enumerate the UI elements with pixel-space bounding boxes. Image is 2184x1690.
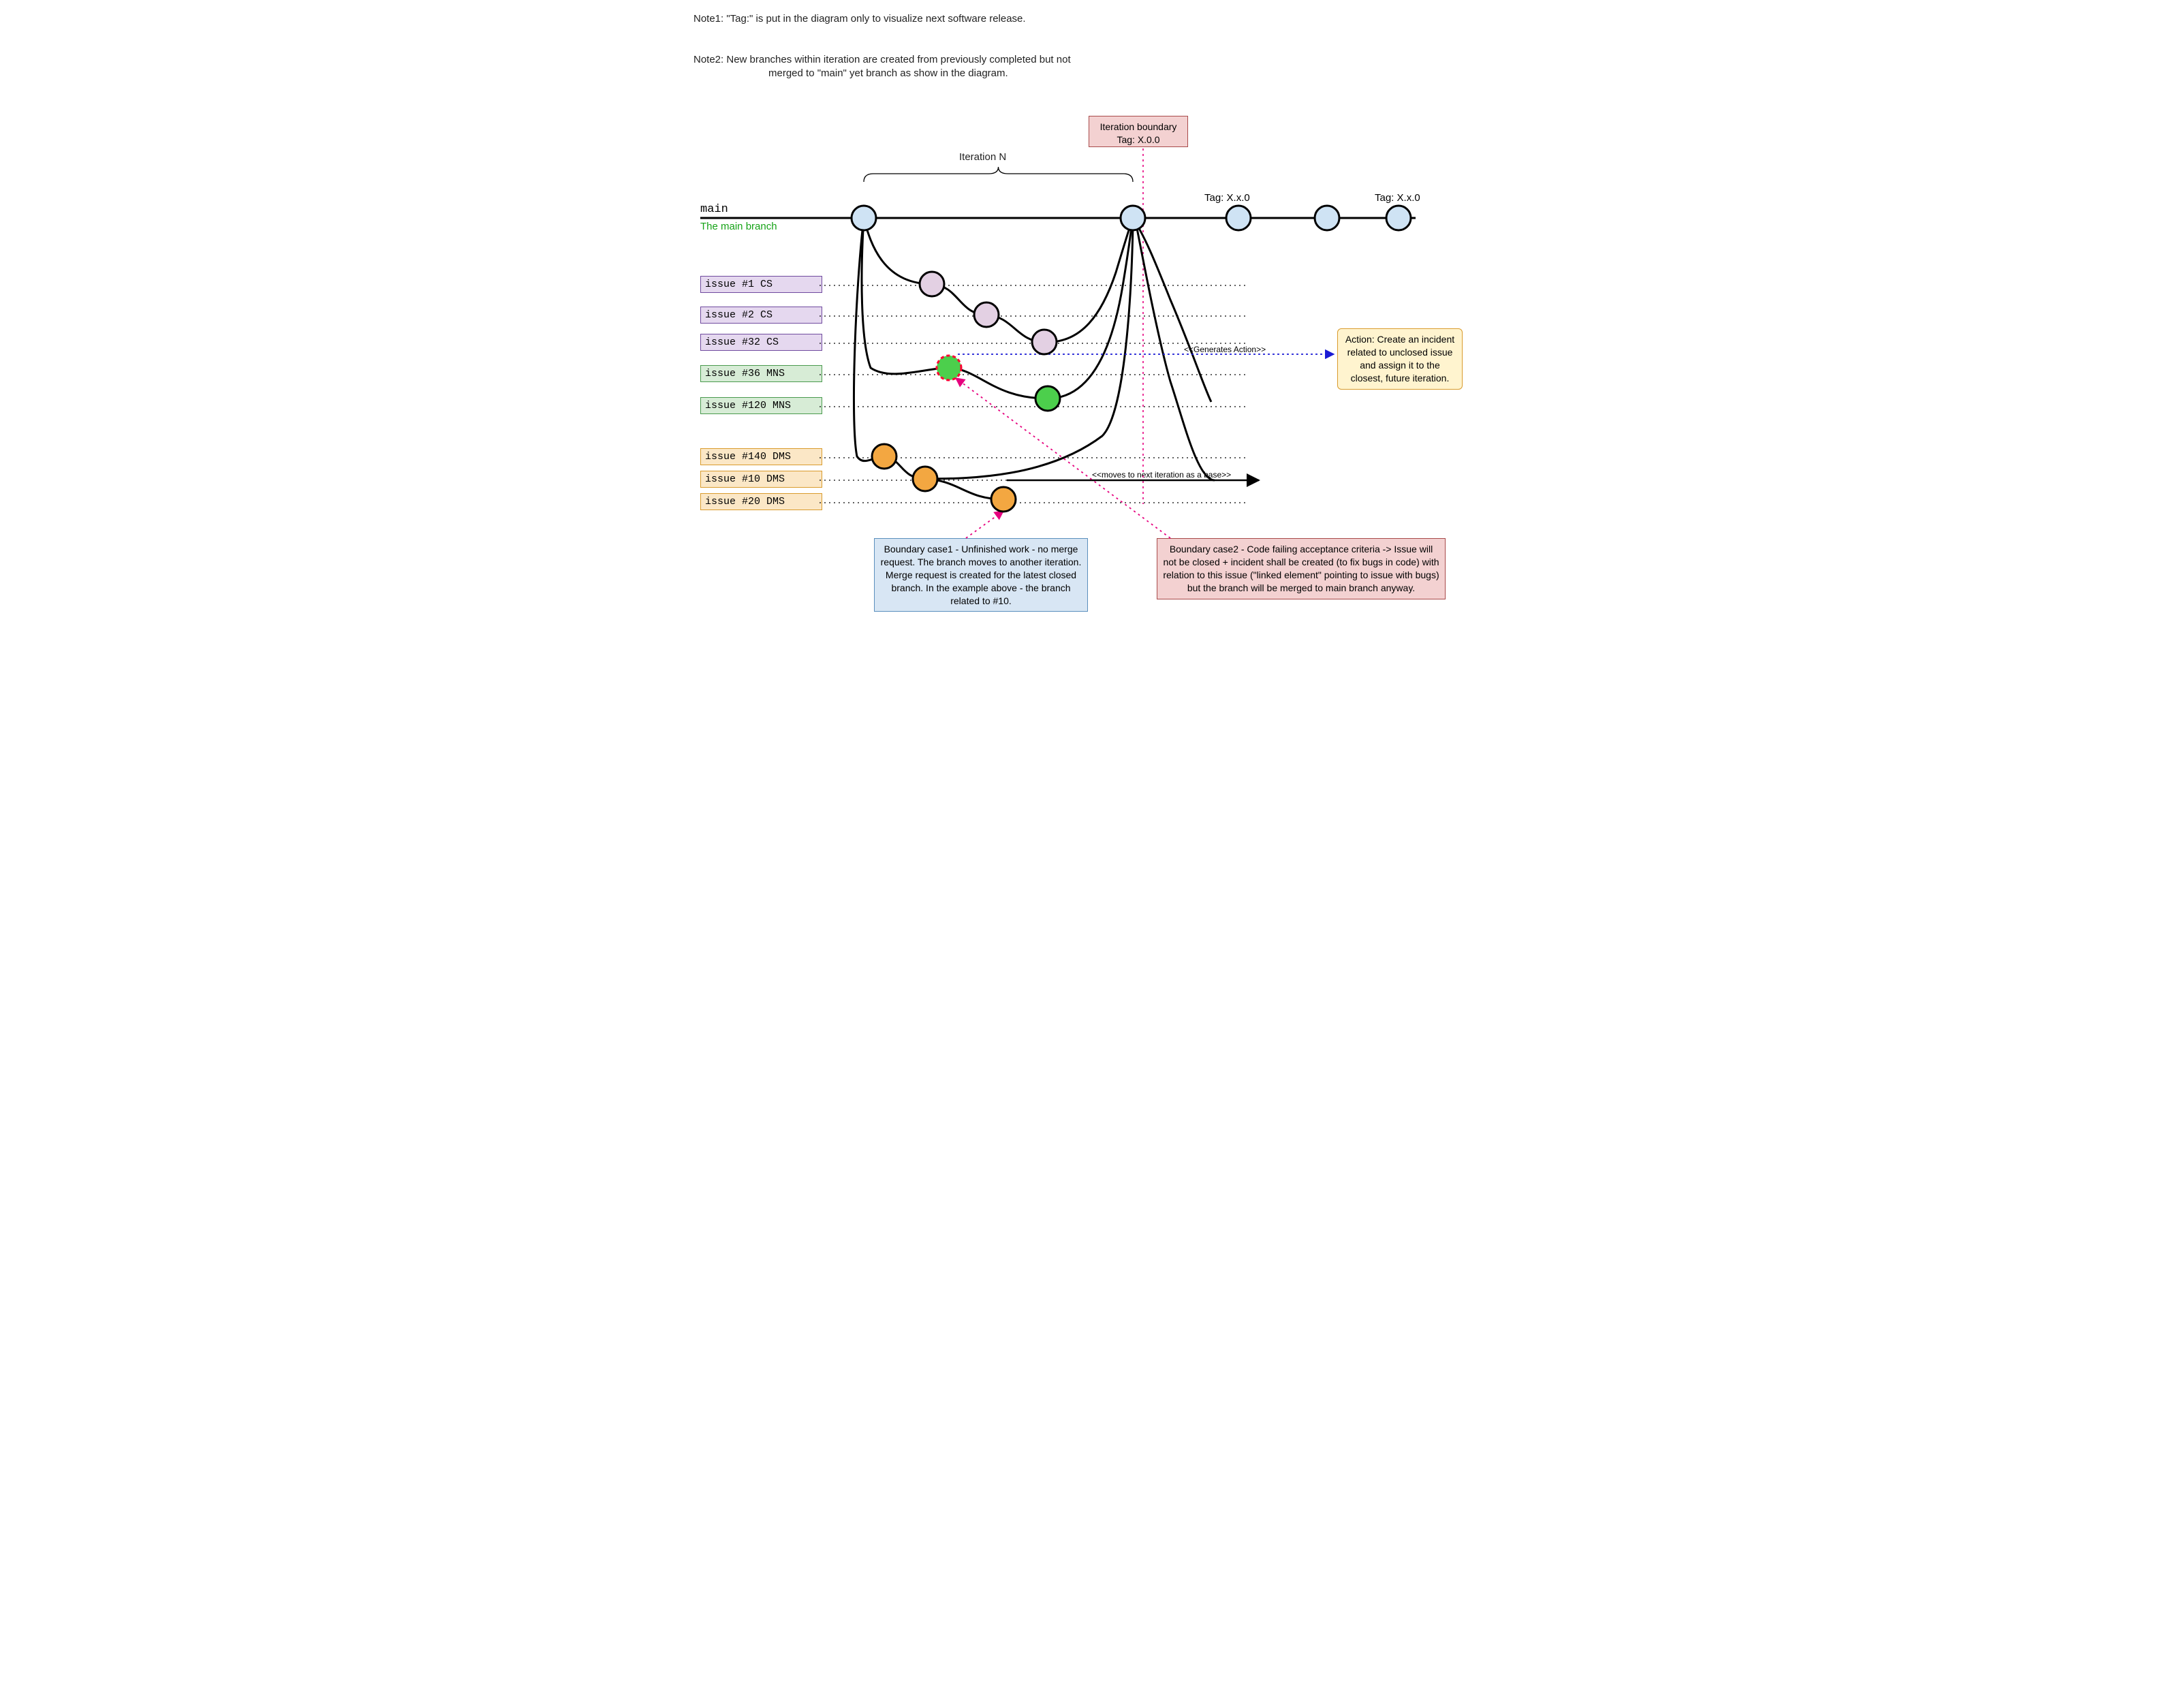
diagram-svg [666, 0, 1518, 661]
